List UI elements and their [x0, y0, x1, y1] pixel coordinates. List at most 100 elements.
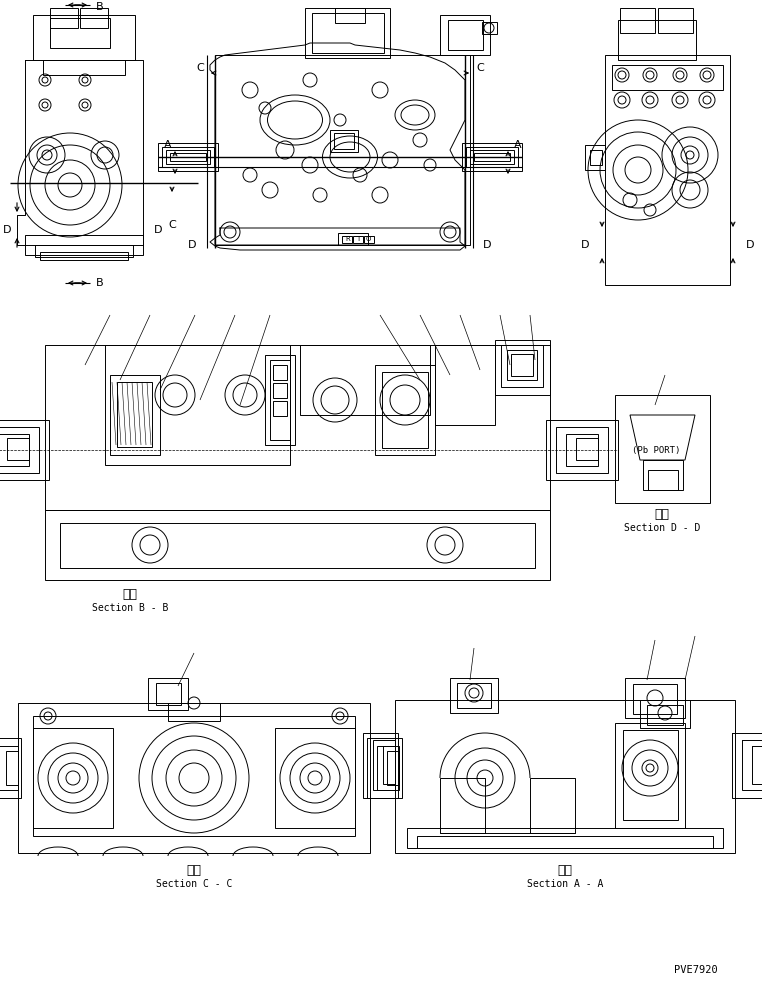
Text: A: A: [514, 140, 522, 150]
Bar: [647, 705, 683, 725]
Bar: [342, 236, 352, 243]
Bar: [590, 150, 602, 165]
Bar: [585, 145, 605, 170]
Text: D: D: [581, 240, 589, 250]
Bar: [353, 236, 363, 243]
Bar: [625, 678, 685, 718]
Bar: [148, 678, 188, 710]
Bar: [265, 355, 295, 445]
Bar: [511, 354, 533, 376]
Bar: [640, 700, 690, 728]
Text: D: D: [3, 225, 11, 235]
Bar: [618, 20, 696, 60]
Bar: [7, 438, 29, 460]
Text: Section B - B: Section B - B: [91, 603, 168, 613]
Bar: [620, 8, 655, 33]
Bar: [363, 733, 398, 798]
Bar: [417, 836, 713, 848]
Bar: [387, 751, 399, 785]
Bar: [576, 438, 598, 460]
Bar: [170, 153, 206, 161]
Text: Section D - D: Section D - D: [624, 523, 700, 533]
Bar: [105, 345, 290, 465]
Text: Section A - A: Section A - A: [527, 879, 604, 889]
Bar: [457, 683, 491, 708]
Bar: [0, 427, 39, 473]
Bar: [215, 55, 470, 245]
Bar: [156, 683, 181, 705]
Bar: [440, 778, 485, 833]
Bar: [612, 65, 723, 90]
Bar: [117, 382, 152, 447]
Bar: [43, 60, 125, 75]
Bar: [440, 15, 490, 55]
Bar: [495, 340, 550, 395]
Bar: [270, 360, 290, 440]
Text: D: D: [154, 225, 162, 235]
Bar: [330, 130, 358, 152]
Bar: [462, 143, 522, 171]
Bar: [658, 8, 693, 33]
Bar: [312, 13, 384, 53]
Text: D: D: [746, 240, 754, 250]
Bar: [35, 245, 133, 257]
Text: T: T: [356, 236, 360, 242]
Bar: [395, 700, 735, 853]
Bar: [633, 684, 677, 714]
Bar: [377, 746, 399, 790]
Bar: [0, 738, 21, 798]
Text: (Pb PORT): (Pb PORT): [632, 446, 680, 455]
Bar: [450, 678, 498, 713]
Text: B: B: [96, 2, 104, 12]
Bar: [383, 746, 395, 784]
Bar: [50, 18, 110, 48]
Bar: [60, 523, 535, 568]
Bar: [448, 20, 483, 50]
Bar: [482, 22, 497, 34]
Bar: [110, 375, 160, 455]
Bar: [407, 828, 723, 848]
Bar: [752, 746, 762, 784]
Text: D: D: [483, 240, 491, 250]
Text: C: C: [196, 63, 204, 73]
Bar: [530, 778, 575, 833]
Bar: [546, 420, 618, 480]
Bar: [435, 345, 495, 425]
Bar: [615, 723, 685, 828]
Text: 断面: 断面: [123, 588, 137, 602]
Bar: [507, 350, 537, 380]
Text: R: R: [346, 236, 351, 242]
Bar: [25, 235, 143, 255]
Text: PVE7920: PVE7920: [674, 965, 718, 975]
Bar: [367, 738, 402, 798]
Bar: [45, 510, 550, 580]
Bar: [166, 150, 210, 164]
Text: 断面: 断面: [655, 509, 670, 521]
Text: B: B: [96, 278, 104, 288]
Bar: [556, 427, 608, 473]
Bar: [45, 345, 550, 510]
Bar: [80, 8, 108, 28]
Bar: [615, 395, 710, 503]
Bar: [50, 8, 78, 28]
Bar: [6, 751, 18, 785]
Bar: [40, 252, 128, 260]
Bar: [643, 460, 683, 490]
Bar: [382, 372, 428, 448]
Bar: [623, 730, 678, 820]
Text: C: C: [476, 63, 484, 73]
Bar: [300, 345, 430, 415]
Bar: [375, 365, 435, 455]
Bar: [373, 740, 395, 790]
Bar: [466, 147, 518, 167]
Bar: [305, 8, 390, 58]
Bar: [273, 383, 287, 398]
Bar: [168, 703, 220, 721]
Text: D: D: [187, 240, 197, 250]
Bar: [742, 740, 762, 790]
Text: 断面: 断面: [558, 864, 572, 878]
Bar: [501, 345, 543, 387]
Bar: [158, 143, 218, 171]
Bar: [470, 150, 514, 164]
Bar: [273, 401, 287, 416]
